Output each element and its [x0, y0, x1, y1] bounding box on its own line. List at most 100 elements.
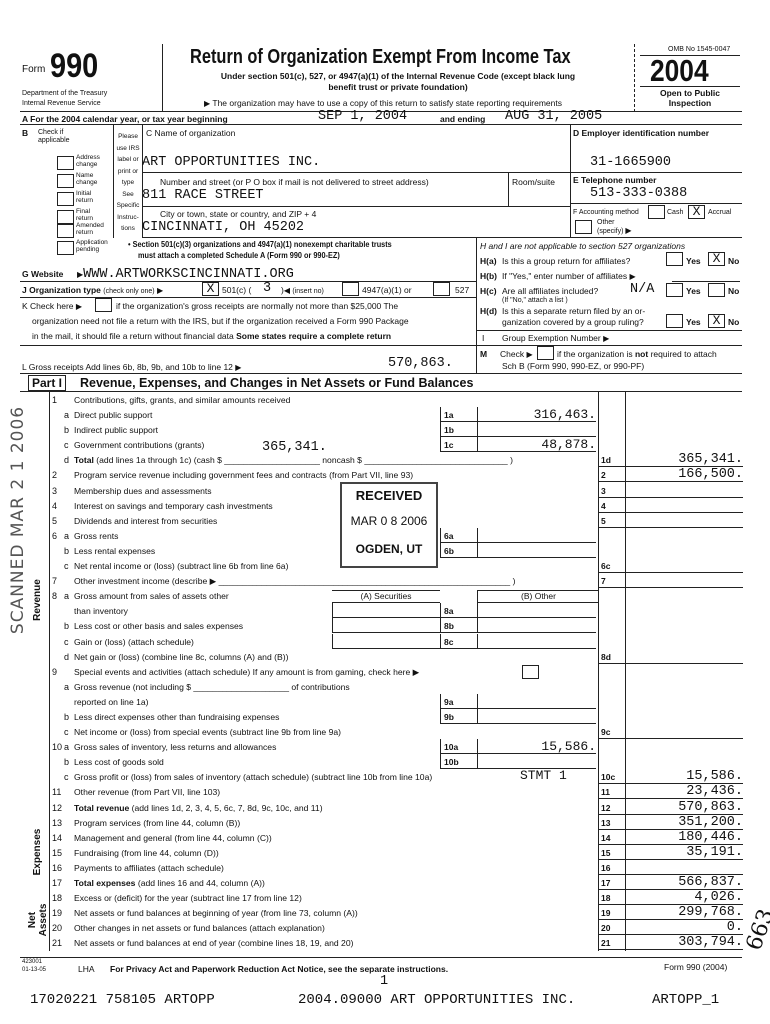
line-description: Net rental income or (loss) (subtract li… [74, 561, 288, 571]
form-code-1: 423001 [22, 959, 43, 965]
line-number: 17 [52, 878, 63, 888]
hd-no-checkbox[interactable]: X [708, 314, 725, 328]
column-amount[interactable]: 365,341. [626, 452, 743, 468]
box-label: 6a [440, 527, 477, 543]
box-amount[interactable] [477, 618, 596, 634]
line-text: Net income or (loss) from special events… [74, 727, 341, 738]
column-amount [626, 664, 743, 678]
column-label [598, 618, 625, 632]
k-checkbox[interactable] [95, 298, 112, 312]
column-amount[interactable] [626, 649, 743, 664]
ha-no-checkbox[interactable]: X [708, 252, 725, 266]
hc-no-checkbox[interactable] [708, 283, 725, 297]
hd-yes-checkbox[interactable] [666, 314, 683, 328]
table-row: 9 Special events and activities (attach s… [0, 664, 770, 679]
status-checkbox[interactable] [57, 192, 74, 206]
hc-yes-checkbox[interactable] [666, 283, 683, 297]
column-a-amount[interactable] [332, 633, 440, 649]
column-amount[interactable]: 570,863. [626, 800, 743, 815]
m-checkbox[interactable] [537, 346, 554, 360]
status-checkbox[interactable] [57, 210, 74, 224]
status-label-1: Address [76, 154, 100, 161]
column-amount[interactable]: 299,768. [626, 905, 743, 921]
column-amount[interactable]: 4,026. [626, 890, 743, 906]
line-description: Total (add lines 1a through 1c) (cash $ … [74, 455, 513, 465]
box-amount[interactable] [477, 527, 596, 543]
box-label: 8a [440, 603, 477, 619]
501c-checkbox[interactable]: X [202, 282, 219, 296]
column-amount[interactable] [626, 558, 743, 574]
and-ending-label: and ending [440, 114, 486, 124]
arrow-icon: ▶ [526, 350, 533, 359]
street-label: Number and street (or P O box if mail is… [160, 177, 429, 187]
table-row: 1 Contributions, gifts, grants, and simil… [0, 392, 770, 407]
box-amount[interactable] [477, 542, 596, 558]
line-letter: a [64, 591, 70, 602]
status-checkbox[interactable] [57, 224, 74, 238]
column-amount[interactable] [626, 573, 743, 589]
column-label: 17 [598, 875, 625, 890]
omb-number: OMB No 1545-0047 [668, 46, 731, 53]
column-a-amount[interactable] [332, 603, 440, 619]
column-amount[interactable]: 566,837. [626, 875, 743, 890]
inline-amount: 365,341. [262, 440, 327, 456]
column-amount[interactable] [626, 498, 743, 513]
column-label: 16 [598, 860, 625, 875]
accrual-checkbox[interactable]: X [688, 205, 705, 219]
box-amount[interactable] [477, 693, 596, 709]
part-title: Revenue, Expenses, and Changes in Net As… [80, 376, 474, 390]
box-amount[interactable] [477, 754, 596, 770]
irs-label-instruction: label or [117, 156, 139, 163]
column-label: 5 [598, 513, 625, 528]
status-checkbox[interactable] [57, 156, 74, 170]
part-label: Part I [28, 375, 67, 391]
box-amount[interactable] [477, 633, 596, 649]
box-amount[interactable] [477, 603, 596, 619]
column-amount[interactable]: 15,586. [626, 769, 743, 785]
column-label [598, 603, 625, 617]
line-a-label: A For the 2004 calendar year, or tax yea… [22, 114, 228, 124]
gaming-checkbox[interactable] [522, 664, 539, 679]
other-method-checkbox[interactable] [575, 220, 592, 234]
column-amount[interactable]: 35,191. [626, 845, 743, 860]
status-checkbox[interactable] [57, 241, 74, 255]
line-description: Less cost of goods sold [74, 757, 164, 767]
column-amount[interactable]: 303,794. [626, 935, 743, 951]
column-amount [626, 528, 743, 542]
line-description: Less direct expenses other than fundrais… [74, 712, 279, 722]
line-number: 3 [52, 485, 58, 496]
box-amount[interactable] [477, 708, 596, 724]
hc-note: (If "No," attach a list ) [502, 297, 568, 304]
column-amount[interactable]: 23,436. [626, 784, 743, 800]
column-amount[interactable]: 180,446. [626, 830, 743, 845]
status-checkbox[interactable] [57, 174, 74, 188]
box-amount[interactable]: 15,586. [477, 739, 596, 755]
line-text: (add lines 1a through 1c) (cash $ ______… [93, 455, 513, 466]
box-label: 6b [440, 542, 477, 558]
ein-label: D Employer identification number [573, 128, 710, 138]
ha-yes-checkbox[interactable] [666, 252, 683, 266]
column-a-amount[interactable] [332, 618, 440, 634]
column-amount[interactable] [626, 860, 743, 875]
k-text-4: Some states require a complete return [236, 331, 392, 341]
line-description: Special events and activities (attach sc… [74, 667, 419, 677]
line-number: 18 [52, 893, 63, 904]
column-amount[interactable] [626, 483, 743, 498]
527-checkbox[interactable] [433, 282, 450, 296]
box-amount[interactable]: 48,878. [477, 437, 596, 453]
box-amount[interactable]: 316,463. [477, 407, 596, 423]
4947-checkbox[interactable] [342, 282, 359, 296]
line-number: 14 [52, 832, 63, 843]
column-amount[interactable] [626, 513, 743, 528]
table-row: d Net gain or (loss) (combine line 8c, co… [0, 649, 770, 664]
column-label: 18 [598, 890, 625, 906]
column-amount[interactable] [626, 724, 743, 740]
column-amount[interactable]: 0. [626, 920, 743, 936]
line-text: Gross revenue (not including $ _________… [74, 681, 350, 692]
status-label-1: Application [76, 239, 108, 246]
column-amount[interactable]: 166,500. [626, 467, 743, 483]
cash-checkbox[interactable] [648, 205, 665, 219]
column-amount[interactable]: 351,200. [626, 815, 743, 830]
box-label: 9a [440, 693, 477, 709]
box-amount[interactable] [477, 422, 596, 438]
